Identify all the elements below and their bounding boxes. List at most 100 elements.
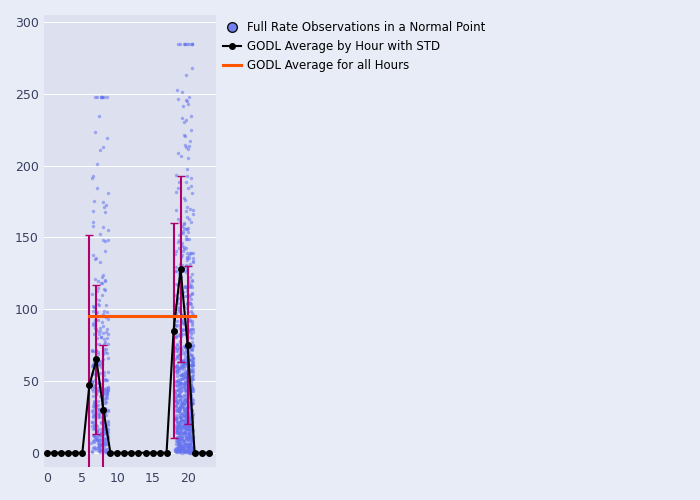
- Point: [99, 404, 110, 412]
- Point: [102, 394, 113, 402]
- Point: [172, 358, 183, 366]
- Point: [173, 445, 184, 453]
- Point: [173, 420, 184, 428]
- Point: [183, 313, 195, 321]
- Point: [170, 388, 181, 396]
- Point: [175, 442, 186, 450]
- Point: [92, 284, 103, 292]
- Point: [178, 404, 190, 412]
- Point: [184, 400, 195, 408]
- Point: [97, 420, 108, 428]
- Point: [174, 432, 186, 440]
- Point: [184, 394, 195, 402]
- Point: [178, 302, 190, 310]
- Point: [179, 416, 190, 424]
- Point: [101, 438, 112, 446]
- Point: [175, 332, 186, 340]
- Point: [169, 446, 181, 454]
- Point: [171, 446, 182, 454]
- Point: [183, 384, 194, 392]
- Point: [183, 441, 195, 449]
- Point: [184, 394, 195, 402]
- Point: [100, 328, 111, 336]
- Point: [179, 283, 190, 291]
- Point: [102, 428, 113, 436]
- Point: [186, 375, 197, 383]
- Point: [175, 338, 186, 346]
- Point: [86, 446, 97, 454]
- Point: [99, 338, 111, 346]
- Point: [92, 436, 103, 444]
- Point: [177, 374, 188, 382]
- Point: [178, 320, 189, 328]
- Point: [94, 360, 105, 368]
- Point: [186, 381, 197, 389]
- Point: [182, 362, 193, 370]
- Point: [173, 238, 184, 246]
- Point: [87, 369, 98, 377]
- Point: [90, 93, 101, 101]
- Point: [182, 374, 193, 382]
- Point: [186, 414, 197, 422]
- Point: [96, 442, 107, 450]
- Point: [98, 307, 109, 315]
- Point: [102, 188, 113, 196]
- Point: [181, 408, 192, 416]
- Point: [174, 344, 186, 352]
- Point: [94, 324, 106, 332]
- Point: [184, 376, 195, 384]
- Point: [187, 353, 198, 361]
- Point: [181, 369, 192, 377]
- Point: [174, 406, 185, 413]
- Point: [181, 359, 192, 367]
- Point: [175, 392, 186, 400]
- Point: [180, 412, 191, 420]
- Point: [177, 420, 188, 428]
- Point: [102, 417, 113, 425]
- Point: [102, 434, 113, 442]
- Point: [170, 394, 181, 402]
- Point: [174, 401, 186, 409]
- Point: [183, 434, 194, 442]
- Point: [181, 448, 192, 456]
- Point: [100, 300, 111, 308]
- Point: [178, 247, 189, 255]
- Point: [177, 369, 188, 377]
- Point: [92, 350, 104, 358]
- Point: [174, 407, 185, 415]
- Point: [100, 387, 111, 395]
- Point: [102, 440, 113, 448]
- Point: [187, 443, 198, 451]
- Point: [186, 112, 197, 120]
- Point: [174, 442, 186, 450]
- Point: [182, 402, 193, 410]
- Point: [184, 414, 195, 422]
- Point: [175, 364, 186, 372]
- Point: [184, 390, 195, 398]
- Point: [178, 430, 189, 438]
- Point: [94, 436, 106, 444]
- Point: [174, 381, 185, 389]
- Point: [179, 379, 190, 387]
- Point: [90, 357, 101, 365]
- Point: [187, 400, 198, 407]
- Point: [176, 387, 187, 395]
- Point: [174, 178, 185, 186]
- Point: [172, 438, 183, 446]
- Point: [175, 382, 186, 390]
- Point: [88, 303, 99, 311]
- Point: [174, 304, 186, 312]
- Point: [98, 432, 109, 440]
- Point: [179, 292, 190, 300]
- Point: [179, 422, 190, 430]
- Point: [176, 434, 187, 442]
- Point: [172, 340, 183, 348]
- Point: [178, 428, 189, 436]
- Point: [171, 446, 182, 454]
- Point: [97, 198, 108, 205]
- Point: [169, 344, 181, 352]
- Point: [183, 391, 195, 399]
- Point: [169, 387, 181, 395]
- Point: [172, 391, 183, 399]
- Point: [97, 400, 108, 407]
